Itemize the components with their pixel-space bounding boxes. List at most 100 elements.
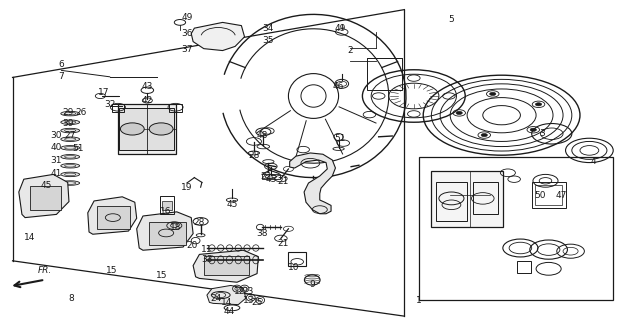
Polygon shape [290,153,335,214]
Bar [532,182,566,208]
Text: 19: 19 [181,183,192,192]
Bar [473,182,498,214]
Circle shape [149,123,173,135]
Text: 11: 11 [201,245,213,254]
Bar [97,206,130,229]
Text: 43: 43 [142,82,153,91]
Ellipse shape [288,74,339,118]
Text: 14: 14 [221,298,233,307]
Text: 30: 30 [51,131,62,140]
Ellipse shape [61,120,80,124]
Circle shape [120,123,144,135]
Bar [288,252,306,266]
Text: 9: 9 [309,280,315,289]
Text: 18: 18 [170,223,181,232]
Text: 37: 37 [181,45,192,54]
Text: 12: 12 [234,287,245,296]
Text: 45: 45 [226,200,238,209]
Bar [162,201,172,210]
Text: 50: 50 [535,191,546,200]
Polygon shape [207,285,246,305]
Text: 47: 47 [556,191,567,200]
Bar [517,261,531,273]
Text: 15: 15 [106,266,117,275]
Text: 27: 27 [65,131,76,140]
Ellipse shape [61,164,80,168]
Bar [419,157,613,300]
Text: 40: 40 [51,143,62,152]
Text: 51: 51 [73,144,84,153]
Text: 17: 17 [98,88,109,97]
Circle shape [530,128,537,132]
Polygon shape [19,174,69,218]
Text: 15: 15 [156,271,167,280]
Ellipse shape [61,172,80,177]
Text: 35: 35 [263,36,274,45]
Text: 41: 41 [51,169,62,178]
Text: 26: 26 [76,108,87,116]
Ellipse shape [61,181,80,185]
Text: 38: 38 [256,229,268,238]
Text: 45: 45 [40,181,51,190]
Text: 23: 23 [242,287,253,296]
Text: 45: 45 [265,175,277,184]
Text: 46: 46 [333,82,344,91]
Text: 7: 7 [58,72,65,81]
Text: 25: 25 [251,298,263,307]
Bar [204,256,249,275]
Text: 32: 32 [104,100,115,109]
Text: 13: 13 [243,296,255,305]
Text: 5: 5 [448,15,455,24]
Text: 33: 33 [201,255,213,264]
Text: 51: 51 [334,134,345,143]
Polygon shape [193,250,258,282]
Ellipse shape [61,137,80,141]
Text: 6: 6 [58,60,65,68]
Text: 42: 42 [142,96,153,105]
Bar [160,196,174,214]
Text: 48: 48 [256,131,268,140]
Bar [149,222,186,245]
Text: 10: 10 [288,263,299,272]
Bar [262,174,280,179]
Text: 21: 21 [278,239,289,248]
Text: 2: 2 [347,46,352,55]
Ellipse shape [61,155,80,159]
Circle shape [481,133,487,137]
Ellipse shape [61,111,80,116]
Text: 36: 36 [181,29,192,38]
Bar [535,185,562,205]
Circle shape [456,111,462,115]
Bar [436,182,467,221]
Ellipse shape [61,128,80,133]
Bar [431,171,503,227]
Bar [367,58,402,90]
Text: 14: 14 [24,233,36,242]
Text: 28: 28 [194,218,205,227]
Text: 29: 29 [62,108,73,116]
Text: 28: 28 [248,151,260,160]
Ellipse shape [61,146,80,150]
Circle shape [535,103,542,106]
Text: 49: 49 [181,13,192,22]
Polygon shape [88,197,137,234]
Text: 4: 4 [591,157,596,166]
Text: 21: 21 [278,177,289,186]
Text: 1: 1 [416,296,422,305]
Text: 16: 16 [161,207,172,216]
Bar [118,104,176,154]
Text: 31: 31 [51,156,62,165]
Text: 20: 20 [187,241,198,250]
Polygon shape [191,22,245,51]
Text: 24: 24 [211,294,222,303]
Text: 49: 49 [335,24,346,33]
Circle shape [490,92,496,95]
Polygon shape [137,212,193,250]
Text: 39: 39 [62,119,73,128]
Text: FR.: FR. [38,266,52,275]
Text: 22: 22 [261,172,272,180]
Bar [112,104,124,112]
Bar [169,104,182,112]
Bar [119,108,174,150]
Text: 8: 8 [68,294,74,303]
